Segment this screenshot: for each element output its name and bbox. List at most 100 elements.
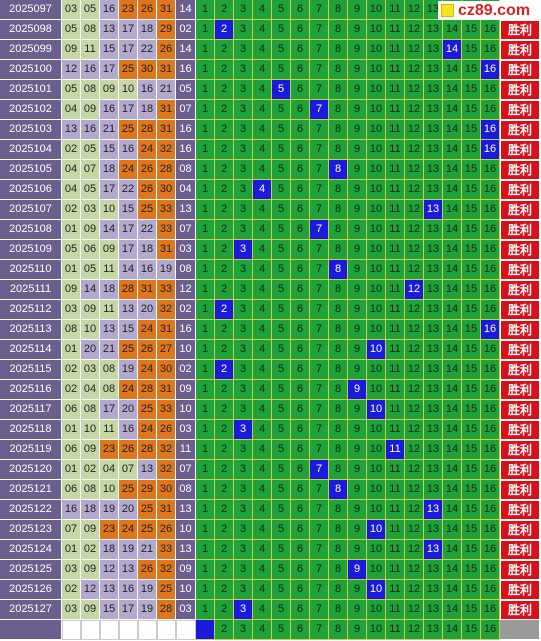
trend-cell-11: 11 — [386, 380, 405, 400]
period-cell: 2025119 — [0, 440, 62, 460]
trend-cell-11: 11 — [386, 220, 405, 240]
predict-cell-8[interactable]: 8 — [329, 620, 348, 640]
red-ball-cell: 19 — [119, 540, 138, 560]
red-ball-cell: 04 — [100, 460, 119, 480]
trend-cell-11: 11 — [386, 480, 405, 500]
blue-ball-cell: 10 — [176, 340, 196, 360]
trend-cell-3: 3 — [234, 580, 253, 600]
trend-cell-12: 12 — [405, 180, 424, 200]
predict-cell-15[interactable]: 15 — [462, 620, 481, 640]
trend-cell-6: 6 — [291, 120, 310, 140]
red-ball-cell: 25 — [119, 60, 138, 80]
blue-ball-cell: 08 — [176, 160, 196, 180]
trend-cell-5: 5 — [272, 180, 291, 200]
red-ball-cell: 09 — [62, 280, 81, 300]
trend-cell-13: 13 — [424, 460, 443, 480]
predict-cell-9[interactable]: 9 — [348, 620, 367, 640]
predict-cell-16[interactable]: 16 — [481, 620, 500, 640]
red-ball-cell: 32 — [157, 440, 176, 460]
trend-cell-16: 16 — [481, 360, 500, 380]
red-ball-cell: 31 — [157, 100, 176, 120]
trend-cell-3: 3 — [234, 80, 253, 100]
predict-cell-12[interactable]: 12 — [405, 620, 424, 640]
trend-cell-10: 10 — [367, 360, 386, 380]
trend-cell-6: 6 — [291, 40, 310, 60]
result-badge: 胜利 — [500, 260, 540, 280]
red-ball-cell: 05 — [62, 240, 81, 260]
red-ball-cell: 17 — [119, 600, 138, 620]
red-ball-cell: 28 — [138, 120, 157, 140]
trend-cell-16: 16 — [481, 300, 500, 320]
trend-cell-9: 9 — [348, 420, 367, 440]
trend-cell-14: 14 — [443, 160, 462, 180]
trend-cell-8: 8 — [329, 220, 348, 240]
trend-cell-3: 3 — [234, 360, 253, 380]
red-ball-cell: 02 — [81, 460, 100, 480]
predict-cell-4[interactable]: 4 — [253, 620, 272, 640]
trend-cell-12: 12 — [405, 400, 424, 420]
trend-cell-5: 5 — [272, 580, 291, 600]
result-badge: 胜利 — [500, 360, 540, 380]
trend-cell-6: 6 — [291, 100, 310, 120]
trend-cell-2: 2 — [215, 200, 234, 220]
predict-cell-5[interactable]: 5 — [272, 620, 291, 640]
trend-cell-5: 5 — [272, 320, 291, 340]
trend-cell-15: 15 — [462, 60, 481, 80]
trend-cell-11: 11 — [386, 240, 405, 260]
trend-cell-8: 8 — [329, 540, 348, 560]
red-ball-cell: 23 — [119, 0, 138, 20]
trend-cell-11: 11 — [386, 60, 405, 80]
trend-cell-11: 11 — [386, 420, 405, 440]
trend-cell-4: 4 — [253, 440, 272, 460]
trend-cell-6: 6 — [291, 80, 310, 100]
period-cell: 2025110 — [0, 260, 62, 280]
red-ball-cell: 20 — [119, 400, 138, 420]
trend-cell-9: 9 — [348, 340, 367, 360]
predict-cell-7[interactable]: 7 — [310, 620, 329, 640]
trend-cell-16: 16 — [481, 80, 500, 100]
blue-ball-cell: 13 — [176, 500, 196, 520]
trend-hit-cell: 8 — [329, 160, 348, 180]
red-ball-cell: 03 — [62, 560, 81, 580]
trend-cell-14: 14 — [443, 340, 462, 360]
red-ball-cell: 02 — [62, 140, 81, 160]
trend-cell-11: 11 — [386, 360, 405, 380]
trend-cell-9: 9 — [348, 100, 367, 120]
trend-cell-9: 9 — [348, 480, 367, 500]
red-ball-cell: 26 — [138, 560, 157, 580]
trend-cell-10: 10 — [367, 280, 386, 300]
predict-selected-cell[interactable] — [196, 620, 215, 640]
result-badge: 胜利 — [500, 340, 540, 360]
period-cell: 2025125 — [0, 560, 62, 580]
predict-cell-3[interactable]: 3 — [234, 620, 253, 640]
trend-cell-16: 16 — [481, 340, 500, 360]
predict-cell-14[interactable]: 14 — [443, 620, 462, 640]
predict-cell-11[interactable]: 11 — [386, 620, 405, 640]
trend-cell-15: 15 — [462, 100, 481, 120]
red-ball-cell: 15 — [119, 320, 138, 340]
trend-cell-5: 5 — [272, 560, 291, 580]
predict-cell-13[interactable]: 13 — [424, 620, 443, 640]
trend-cell-15: 15 — [462, 340, 481, 360]
trend-cell-13: 13 — [424, 40, 443, 60]
red-ball-cell: 08 — [81, 20, 100, 40]
trend-cell-1: 1 — [196, 560, 215, 580]
red-ball-cell: 05 — [81, 180, 100, 200]
result-badge: 胜利 — [500, 480, 540, 500]
trend-hit-cell: 8 — [329, 260, 348, 280]
red-ball-cell: 30 — [157, 480, 176, 500]
result-badge: 胜利 — [500, 280, 540, 300]
predict-cell-6[interactable]: 6 — [291, 620, 310, 640]
trend-cell-8: 8 — [329, 600, 348, 620]
trend-cell-16: 16 — [481, 480, 500, 500]
trend-cell-2: 2 — [215, 160, 234, 180]
predict-cell-2[interactable]: 2 — [215, 620, 234, 640]
trend-cell-6: 6 — [291, 460, 310, 480]
trend-cell-2: 2 — [215, 220, 234, 240]
predict-cell-10[interactable]: 10 — [367, 620, 386, 640]
trend-cell-13: 13 — [424, 400, 443, 420]
trend-cell-6: 6 — [291, 340, 310, 360]
trend-cell-5: 5 — [272, 220, 291, 240]
trend-cell-2: 2 — [215, 340, 234, 360]
red-ball-cell: 20 — [119, 500, 138, 520]
